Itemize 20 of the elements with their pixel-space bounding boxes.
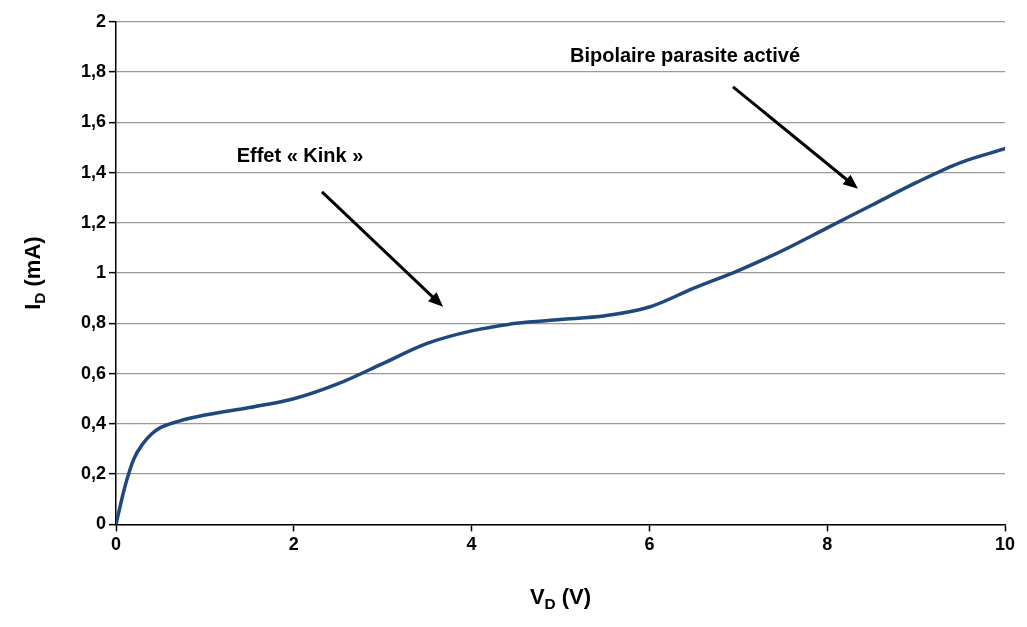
y-tick-label: 0 bbox=[95, 513, 106, 534]
annotation: Bipolaire parasite activé bbox=[569, 44, 801, 67]
y-tick-label: 0,4 bbox=[80, 412, 106, 433]
y-tick-label: 0,2 bbox=[80, 463, 106, 484]
x-tick-label: 10 bbox=[994, 534, 1016, 555]
y-tick-label: 1,4 bbox=[80, 161, 106, 182]
x-tick-label: 6 bbox=[644, 534, 655, 555]
annotation: Effet « Kink » bbox=[236, 144, 364, 167]
x-tick-label: 4 bbox=[466, 534, 477, 555]
y-tick-label: 1 bbox=[95, 262, 106, 283]
y-tick-label: 0,6 bbox=[80, 362, 106, 383]
y-tick-label: 2 bbox=[95, 10, 106, 31]
x-tick-label: 8 bbox=[822, 534, 833, 555]
y-axis-title: ID (mA) bbox=[20, 236, 48, 310]
y-tick-label: 0,8 bbox=[80, 312, 106, 333]
y-tick-label: 1,2 bbox=[80, 211, 106, 232]
x-tick-label: 2 bbox=[288, 534, 299, 555]
y-tick-label: 1,6 bbox=[80, 111, 106, 132]
x-tick-label: 0 bbox=[110, 534, 122, 555]
y-tick-label: 1,8 bbox=[80, 61, 106, 82]
